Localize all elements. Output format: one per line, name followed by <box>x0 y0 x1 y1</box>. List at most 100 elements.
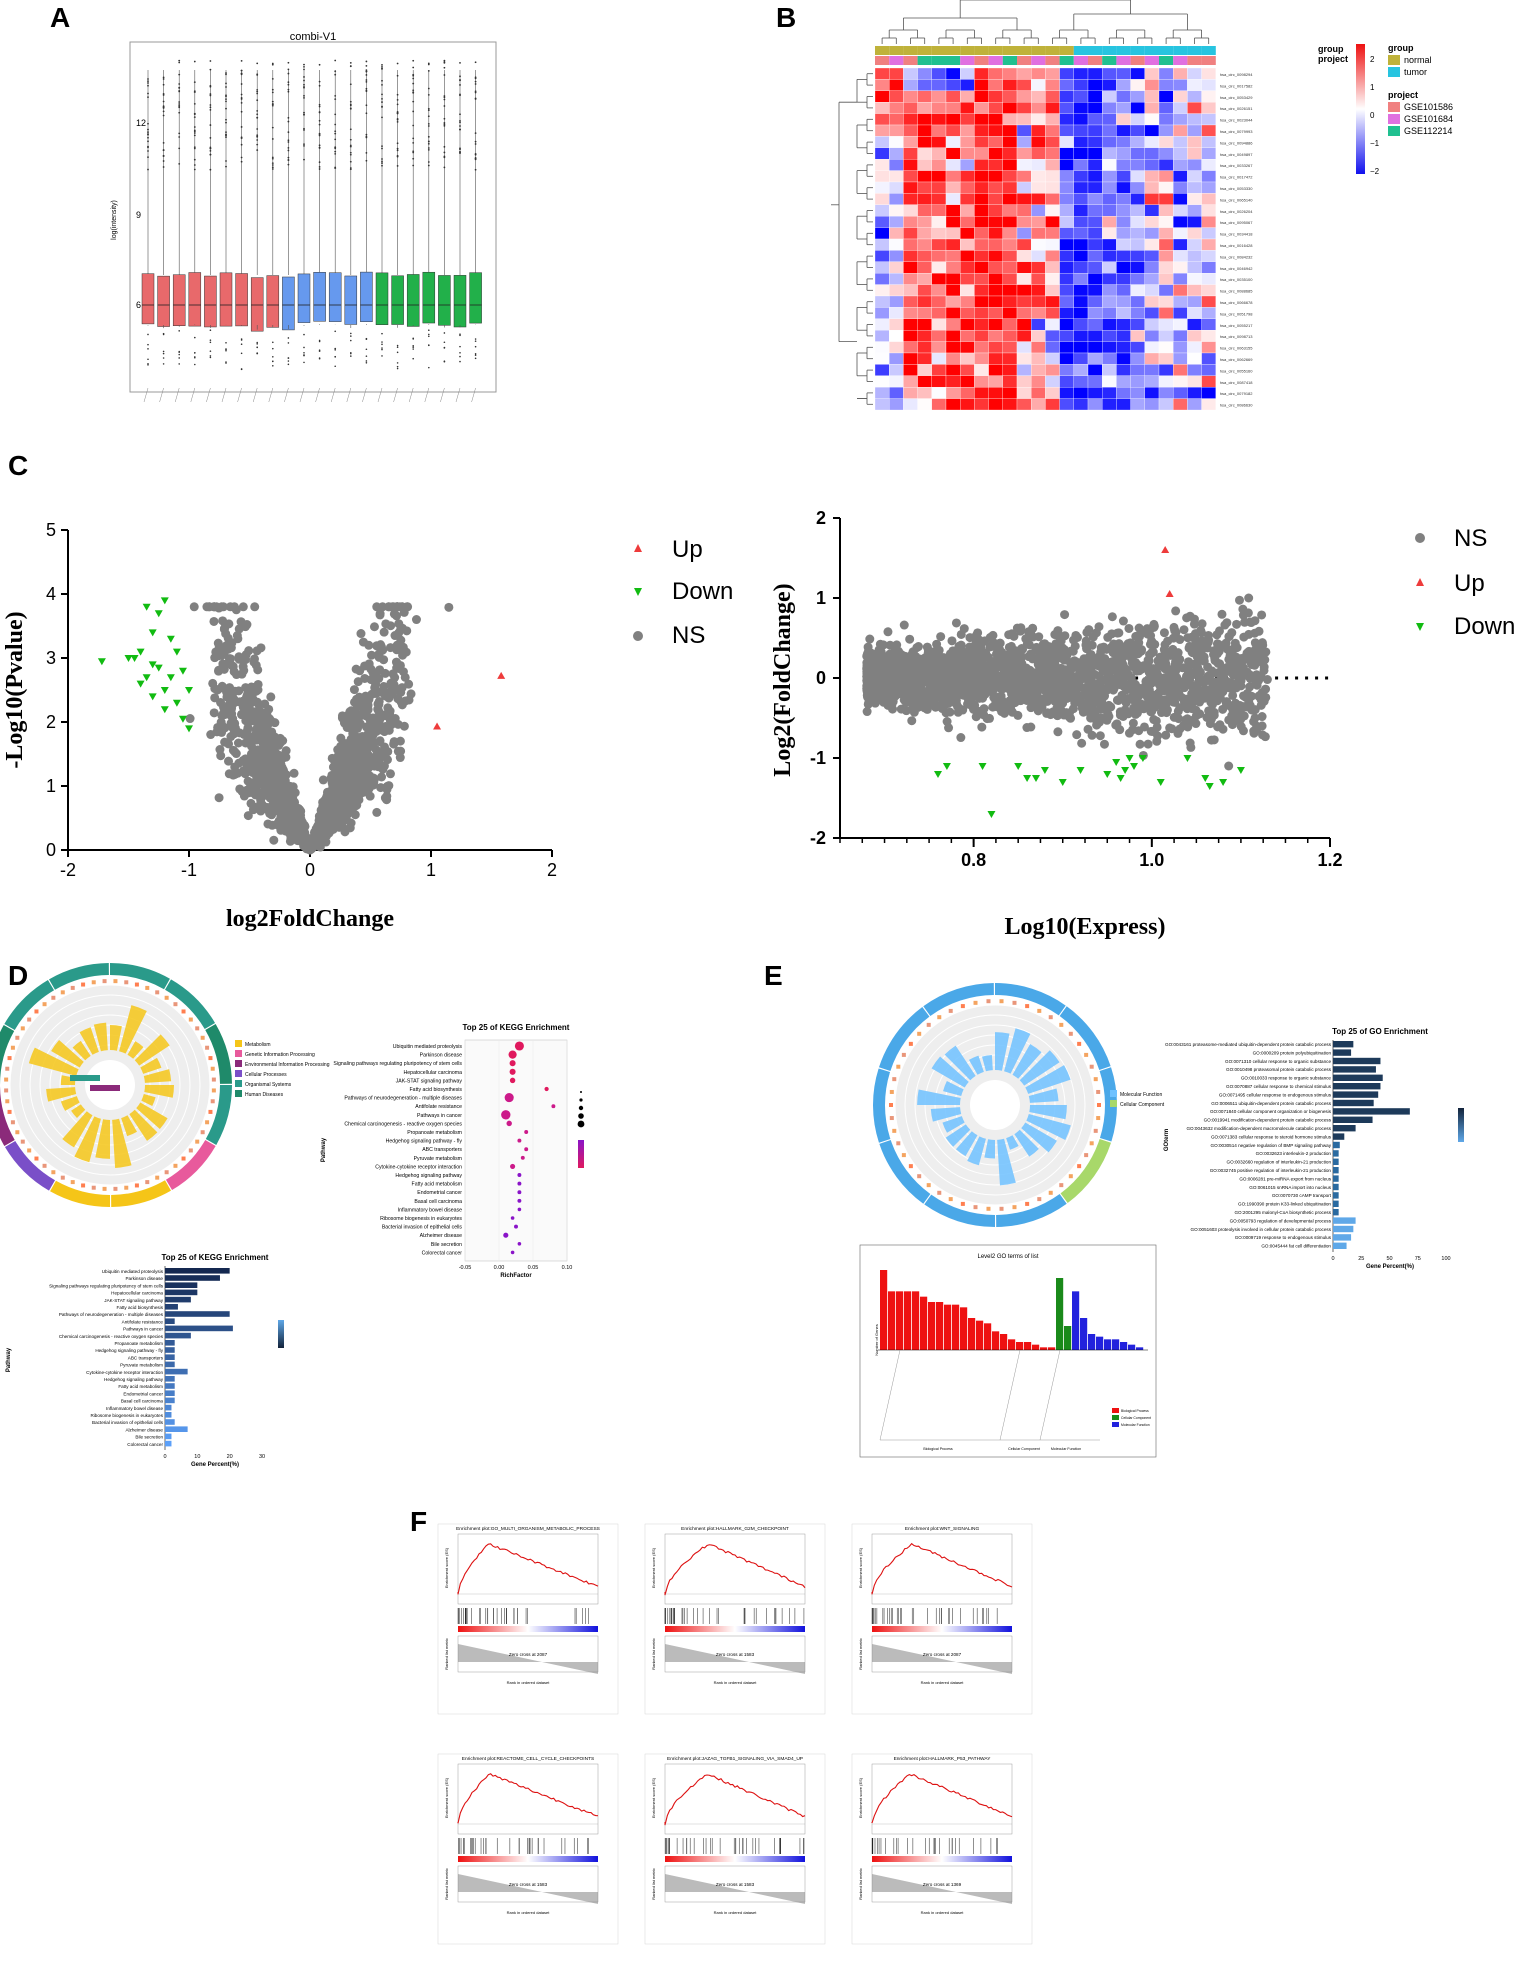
volcano-ns-point <box>293 820 303 830</box>
volcano-ns-point <box>302 843 312 853</box>
ma-ns-point <box>1167 694 1177 704</box>
ma-ns-point <box>1216 669 1226 679</box>
box-outlier <box>428 335 430 338</box>
volcano-ns-point <box>291 825 301 835</box>
heatmap-cell <box>1073 387 1089 399</box>
volcano-ns-point <box>334 793 344 803</box>
volcano-ns-point <box>292 814 302 824</box>
ma-ns-point <box>980 660 990 670</box>
ma-ns-point <box>977 663 987 673</box>
volcano-ns-point <box>217 602 227 612</box>
box-outlier <box>209 85 212 88</box>
box-outlier <box>147 364 149 366</box>
volcano-ns-point <box>267 741 277 751</box>
ma-ns-point <box>1209 646 1219 656</box>
ma-ns-point <box>934 645 944 655</box>
ma-ns-point <box>1174 689 1184 699</box>
ma-ns-point <box>892 658 902 668</box>
volcano-ns-point <box>287 797 297 807</box>
ma-ns-point <box>1138 750 1148 760</box>
panel-label-d: D <box>8 960 29 991</box>
volcano-ns-point <box>275 803 285 813</box>
heatmap-cell <box>988 204 1003 217</box>
ma-ns-point <box>1234 657 1244 667</box>
ma-ns-point <box>976 656 986 666</box>
ma-ns-point <box>912 643 922 653</box>
ma-ns-point <box>1088 706 1098 716</box>
volcano-ns-point <box>251 686 261 696</box>
volcano-ns-point <box>315 824 325 834</box>
box-outlier <box>287 159 290 162</box>
ma-ns-point <box>972 650 982 660</box>
box-outlier <box>427 125 430 127</box>
box-outlier <box>381 158 383 160</box>
heatmap-cell <box>931 227 947 240</box>
volcano-ns-point <box>228 745 238 755</box>
volcano-ns-point <box>342 740 352 750</box>
volcano-ns-point <box>242 731 252 741</box>
ma-ns-point <box>901 666 911 676</box>
heatmap-cell <box>1144 250 1160 262</box>
heatmap-cell <box>889 227 904 240</box>
ma-ns-point <box>899 669 909 679</box>
ma-ns-point <box>1127 658 1137 668</box>
heatmap-cell <box>1045 147 1060 160</box>
volcano-ns-point <box>361 711 371 721</box>
heatmap-cell <box>1002 238 1018 251</box>
heatmap-cell <box>1102 307 1117 319</box>
ma-ns-point <box>936 685 946 695</box>
ma-ns-point <box>1240 617 1250 627</box>
heatmap-cell <box>1059 261 1074 274</box>
volcano-ns-point <box>307 843 317 853</box>
volcano-ns-point <box>302 840 312 850</box>
ma-ns-point <box>905 695 915 705</box>
ma-ns-point <box>1155 675 1165 685</box>
ma-ns-point <box>903 679 913 689</box>
volcano-ns-point <box>340 762 350 772</box>
ma-ns-point <box>911 661 921 671</box>
box-outlier <box>256 73 259 76</box>
volcano-ns-point <box>315 820 325 830</box>
ma-ns-point <box>862 676 872 686</box>
heatmap-cell <box>1144 341 1160 354</box>
box-outlier <box>256 135 259 138</box>
volcano-ns-point <box>260 779 270 789</box>
ma-ns-point <box>903 664 913 674</box>
box-outlier <box>225 133 227 136</box>
volcano-ns-point <box>244 735 254 745</box>
heatmap-cell <box>931 295 947 308</box>
volcano-ns-point <box>292 831 302 841</box>
volcano-ns-point <box>272 756 282 766</box>
ma-ns-point <box>907 684 917 694</box>
heatmap-group-cell <box>1059 46 1074 55</box>
volcano-ns-point <box>300 833 310 843</box>
ma-ns-point <box>1220 665 1230 675</box>
volcano-ns-point <box>340 803 350 813</box>
ma-ns-point <box>865 674 875 684</box>
ma-ns-point <box>874 661 884 671</box>
ma-ns-point <box>971 705 981 715</box>
box-outlier <box>443 166 446 169</box>
ma-ns-point <box>935 687 945 697</box>
volcano-ns-point <box>283 787 293 797</box>
volcano-ns-point <box>290 810 300 820</box>
box-outlier <box>287 357 290 359</box>
volcano-ns-point <box>306 842 316 852</box>
ma-ns-point <box>964 654 974 664</box>
volcano-ns-point <box>315 826 325 836</box>
volcano-ns-point <box>283 789 293 799</box>
volcano-ns-point <box>189 602 199 612</box>
heatmap-cell <box>1201 170 1216 183</box>
volcano-ns-point <box>309 834 319 844</box>
heatmap-cell <box>1059 318 1074 331</box>
heatmap-cell <box>1073 147 1089 160</box>
volcano-ns-point <box>268 776 278 786</box>
box-outlier <box>287 139 290 142</box>
heatmap-cell <box>1116 193 1131 205</box>
volcano-ns-point <box>392 611 402 621</box>
box-outlier <box>318 165 321 168</box>
ma-ns-point <box>875 680 885 690</box>
heatmap-cell <box>903 67 918 80</box>
volcano-ns-point <box>323 819 333 829</box>
box-outlier <box>225 134 227 136</box>
